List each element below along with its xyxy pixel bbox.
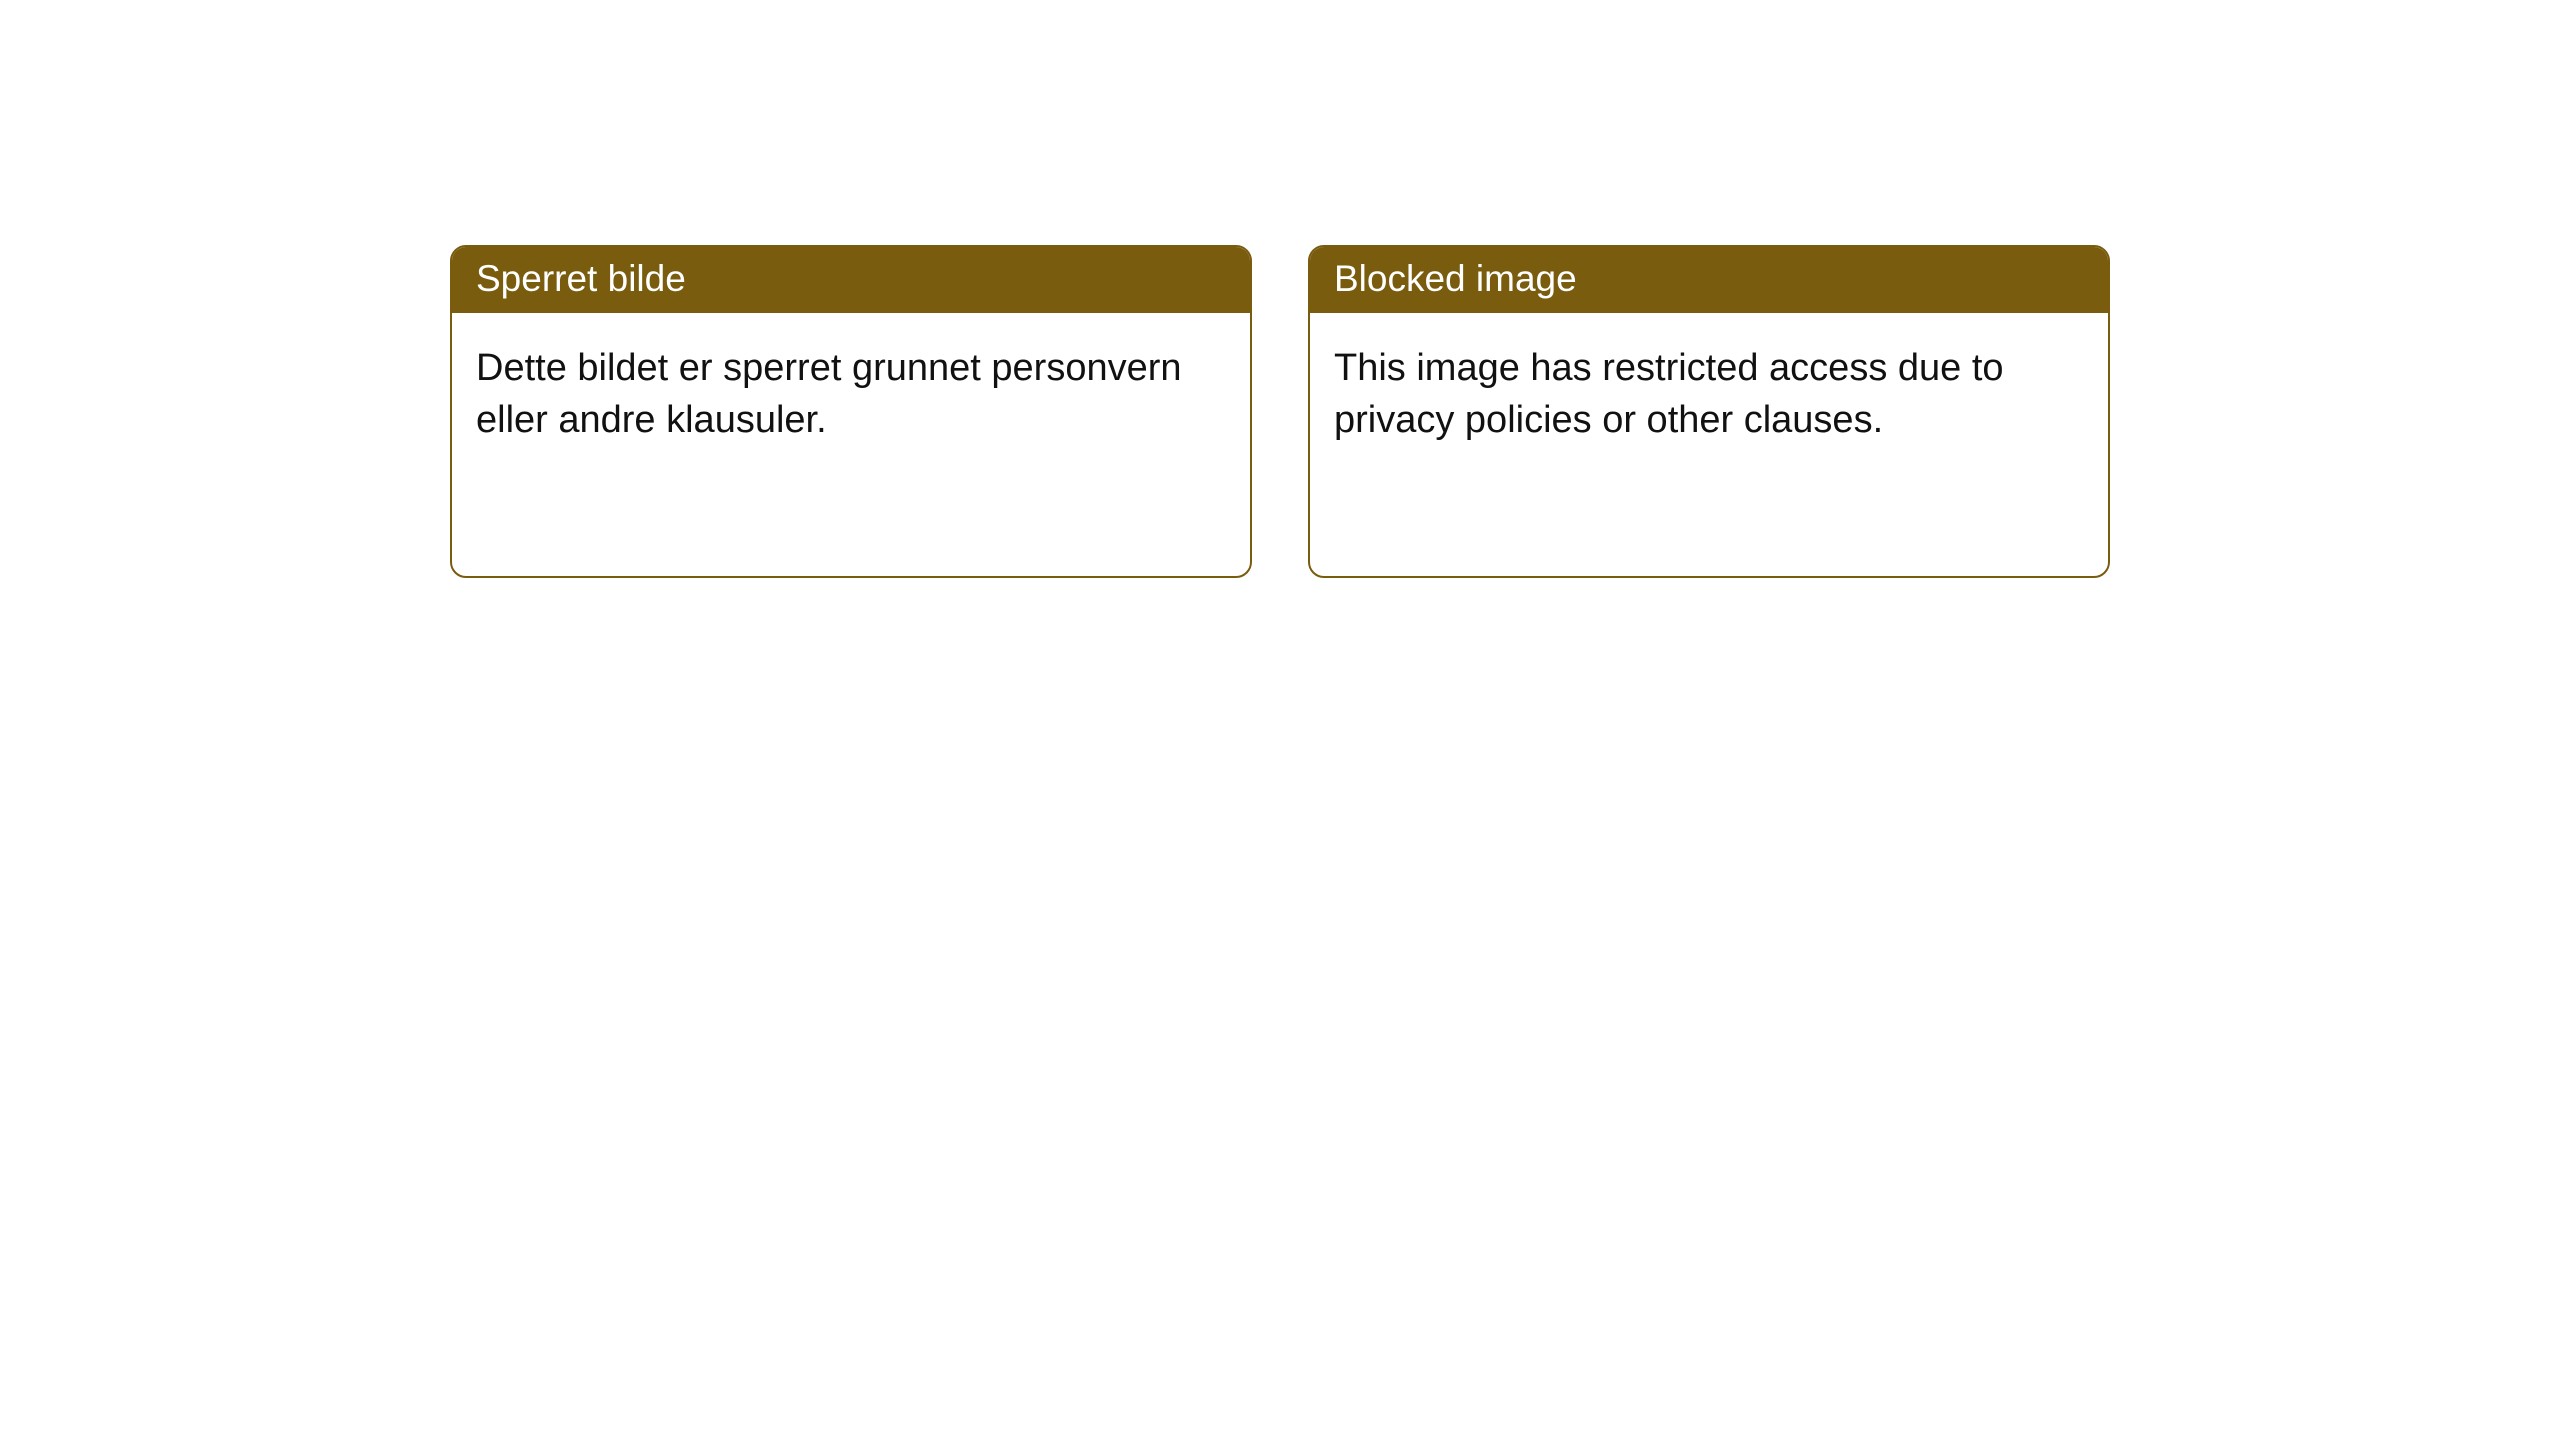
- notice-body: Dette bildet er sperret grunnet personve…: [452, 313, 1250, 470]
- notice-card-norwegian: Sperret bilde Dette bildet er sperret gr…: [450, 245, 1252, 578]
- notice-card-english: Blocked image This image has restricted …: [1308, 245, 2110, 578]
- notice-header: Blocked image: [1310, 247, 2108, 313]
- notice-container: Sperret bilde Dette bildet er sperret gr…: [0, 0, 2560, 578]
- notice-header: Sperret bilde: [452, 247, 1250, 313]
- notice-body: This image has restricted access due to …: [1310, 313, 2108, 470]
